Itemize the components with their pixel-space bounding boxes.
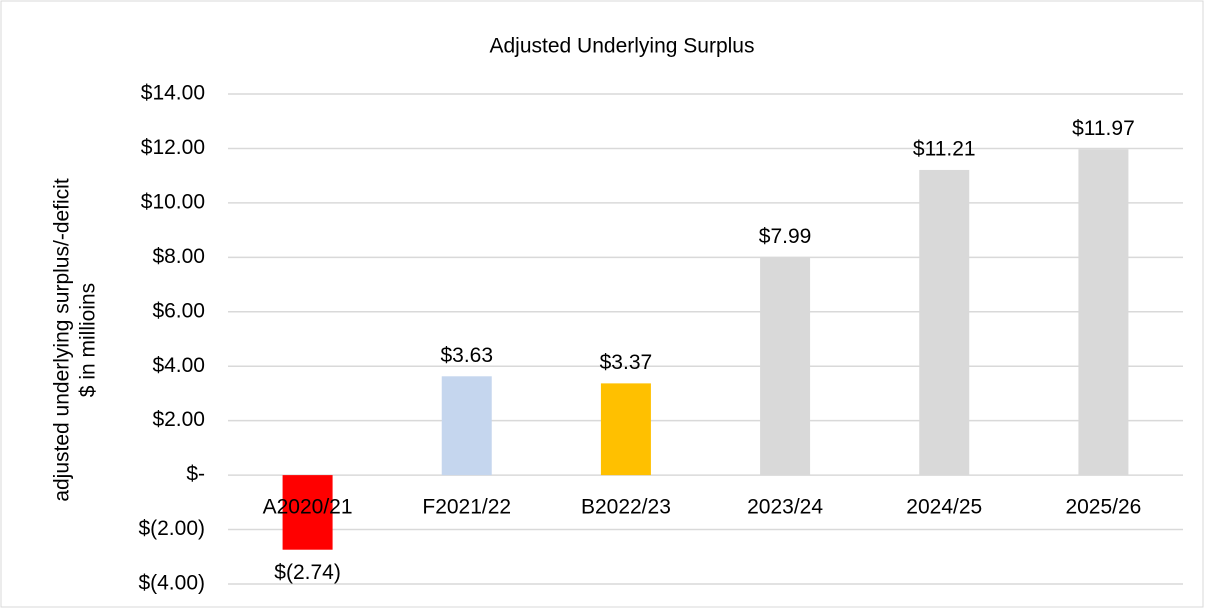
data-label: $7.99 [759, 225, 812, 248]
bar [760, 257, 811, 476]
y-axis-title-line: adjusted underlying surplus/-deficit [51, 178, 74, 502]
x-tick-label: B2022/23 [581, 496, 671, 519]
x-tick-label: A2020/21 [263, 496, 353, 519]
y-tick-label: $(2.00) [138, 517, 205, 540]
y-tick-label: $12.00 [141, 136, 205, 159]
bar [282, 475, 333, 550]
bar [1078, 149, 1129, 476]
bar [919, 169, 970, 476]
y-tick-label: $10.00 [141, 190, 205, 213]
bar [600, 383, 651, 476]
y-tick-label: $(4.00) [138, 572, 205, 595]
x-tick-label: F2021/22 [422, 496, 511, 519]
y-tick-label: $8.00 [152, 245, 205, 268]
y-tick-label: $- [186, 463, 205, 486]
data-label: $11.21 [913, 137, 976, 160]
y-tick-label: $6.00 [152, 299, 205, 322]
chart-title: Adjusted Underlying Surplus [490, 35, 755, 58]
data-label: $3.63 [440, 344, 493, 367]
data-label: $3.37 [600, 351, 653, 374]
y-tick-label: $14.00 [141, 82, 205, 105]
x-tick-label: 2024/25 [906, 496, 982, 519]
data-label: $11.97 [1072, 117, 1135, 140]
y-tick-label: $4.00 [152, 354, 205, 377]
bar [441, 376, 492, 476]
data-label: $(2.74) [274, 561, 341, 584]
y-tick-label: $2.00 [152, 408, 205, 431]
y-axis-title: adjusted underlying surplus/-deficit $ i… [51, 178, 100, 502]
x-tick-label: 2023/24 [747, 496, 823, 519]
x-tick-label: 2025/26 [1065, 496, 1141, 519]
y-axis-title-line: $ in millioins [77, 283, 100, 397]
